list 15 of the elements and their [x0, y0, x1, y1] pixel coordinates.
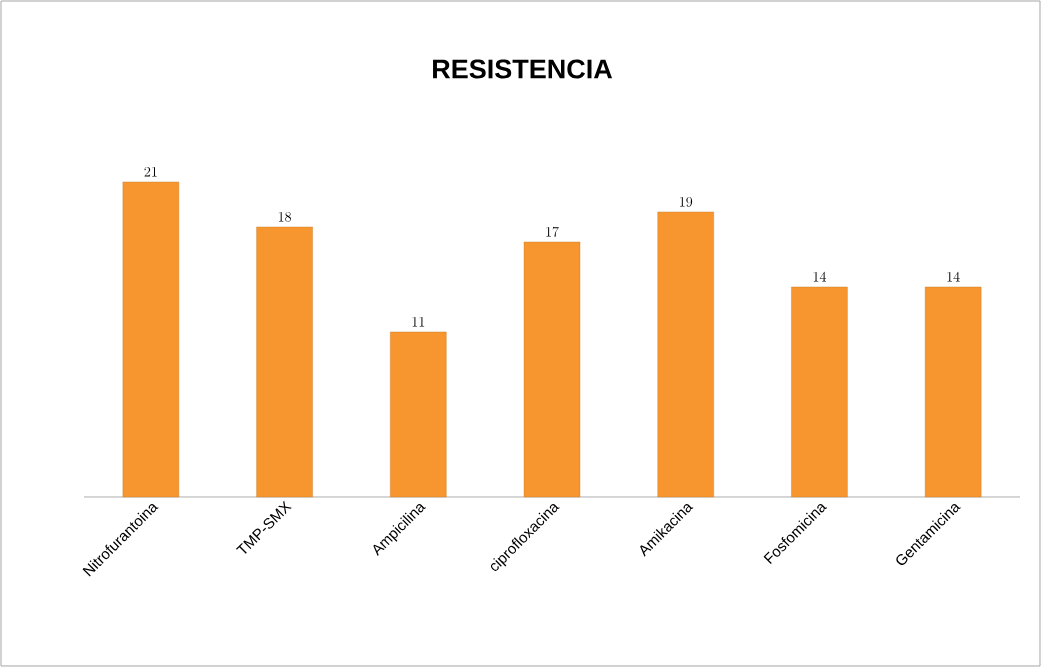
bar [256, 226, 313, 498]
data-label: 19 [680, 196, 693, 207]
data-label: 14 [813, 271, 827, 282]
data-label: 14 [947, 271, 960, 282]
bar [924, 286, 982, 498]
bar [523, 241, 581, 498]
data-label: 11 [412, 316, 425, 327]
bar [390, 331, 447, 498]
chart-title: RESISTENCIA [433, 59, 613, 79]
data-label: 18 [278, 211, 291, 222]
bar [657, 211, 714, 498]
bar [791, 286, 848, 498]
bar [122, 181, 180, 498]
data-label: 17 [546, 226, 559, 237]
data-label: 21 [144, 166, 157, 177]
